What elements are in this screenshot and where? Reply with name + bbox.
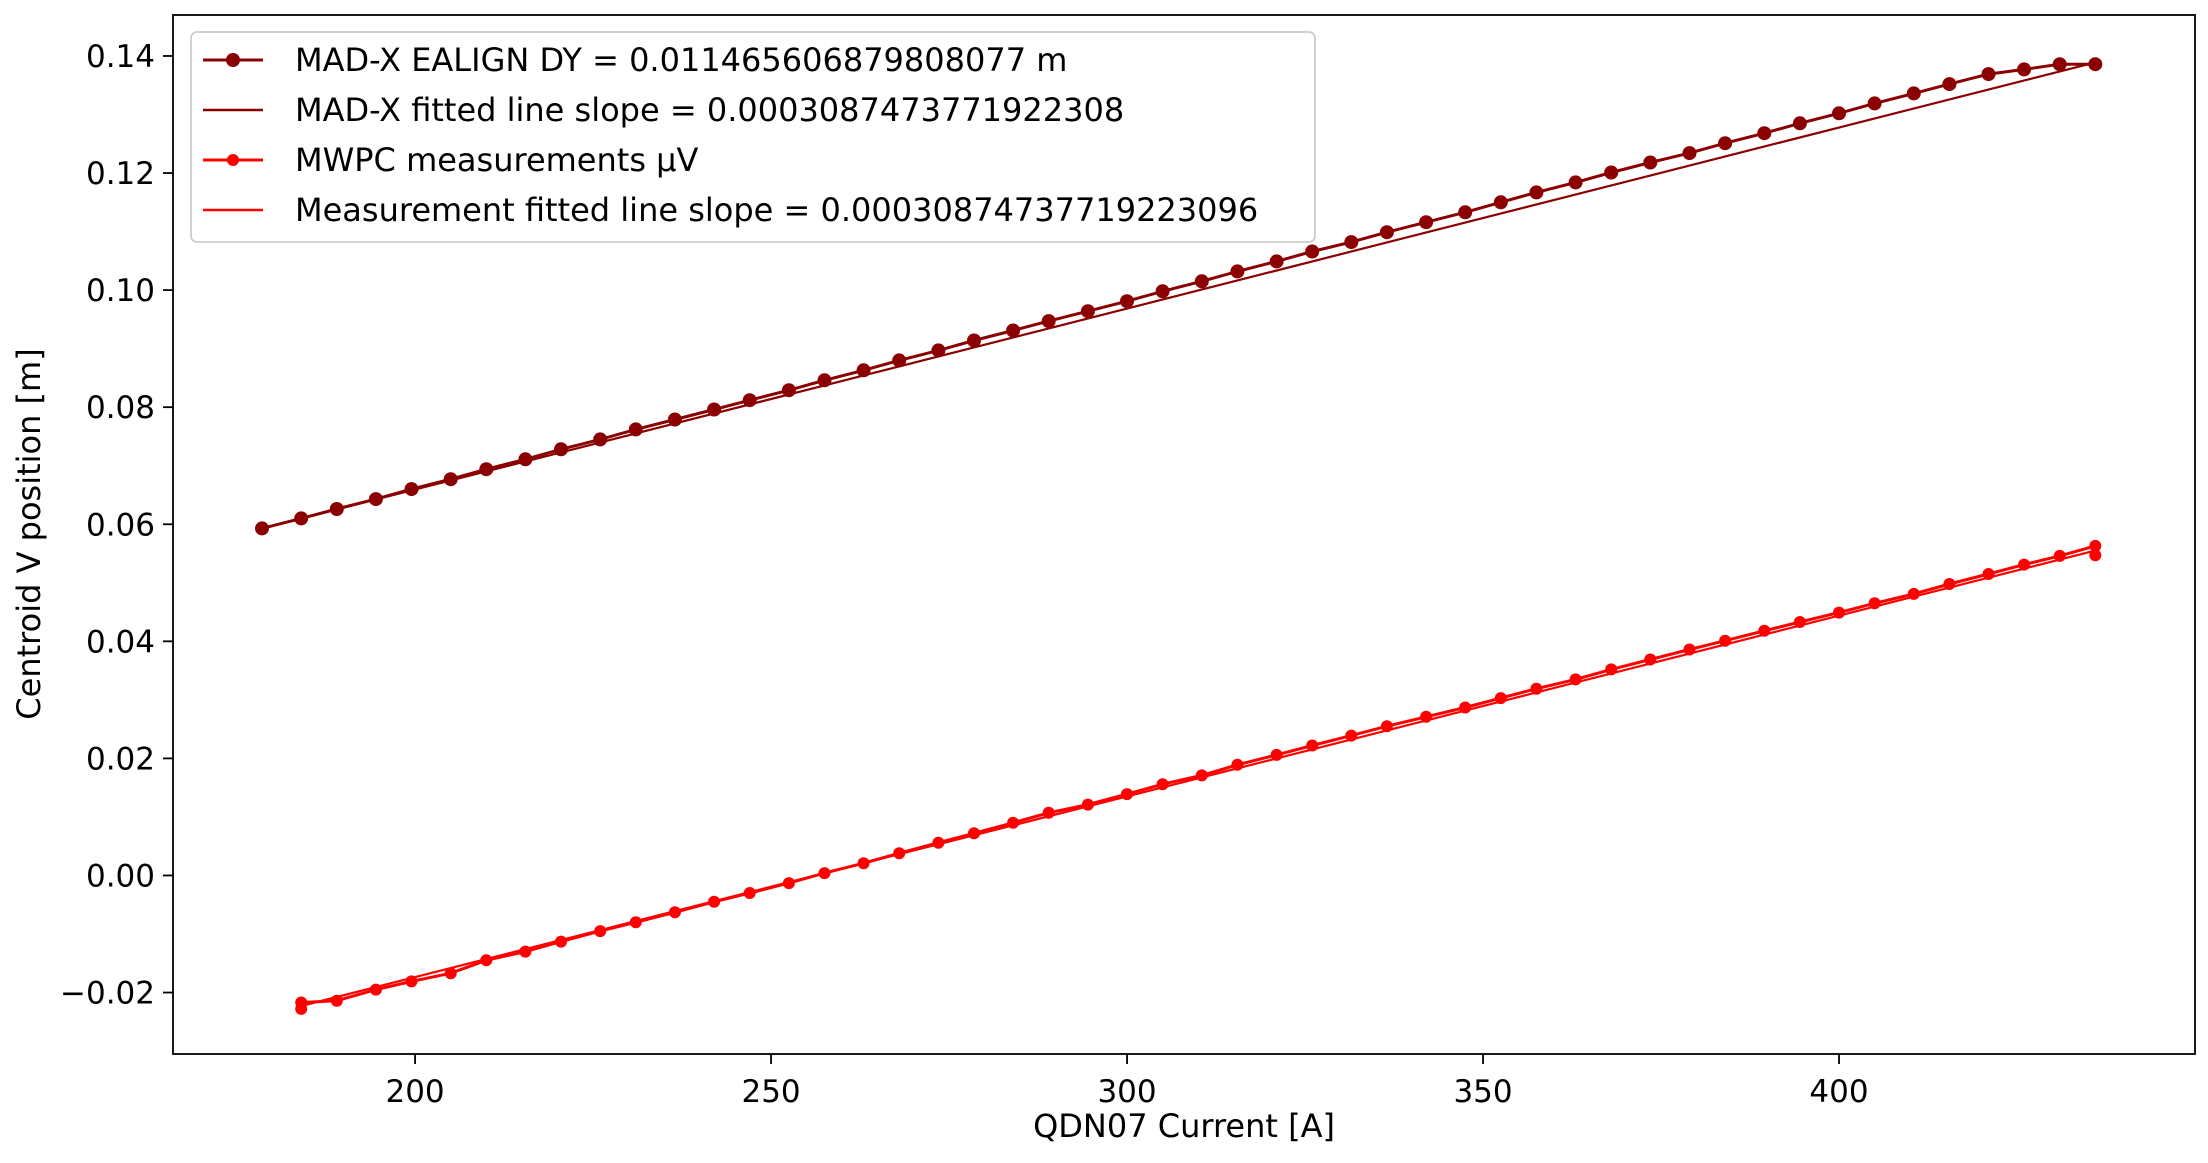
x-axis: 200 250 300 350 400	[385, 1054, 1869, 1110]
series-0-point	[1194, 274, 1209, 289]
series-0-point	[1458, 205, 1473, 220]
legend-item-3: Measurement fitted line slope = 0.000308…	[203, 191, 1258, 229]
series-3	[300, 549, 2096, 1008]
series-0-point	[1643, 155, 1658, 170]
legend-frame	[190, 31, 1316, 243]
y-tick-label: 0.14	[86, 39, 155, 75]
series-0	[255, 57, 2103, 536]
series-0-point	[1718, 136, 1733, 151]
y-tick-label: −0.02	[60, 976, 155, 1012]
series-0-point	[2017, 62, 2032, 77]
y-axis: −0.02 0.00 0.02 0.04 0.06 0.08 0.10 0.12 0.14	[60, 39, 173, 1012]
series-0-point	[1792, 116, 1807, 131]
series-0-point	[404, 482, 419, 497]
y-tick-label: 0.10	[86, 273, 155, 309]
y-tick-label: 0.00	[86, 858, 155, 894]
series-0-point	[1305, 244, 1320, 259]
series-layer	[255, 57, 2103, 1015]
y-tick-label: 0.02	[86, 741, 155, 777]
x-tick-label: 200	[385, 1074, 444, 1110]
legend-swatch-marker	[227, 154, 239, 166]
legend-label: Measurement fitted line slope = 0.000308…	[295, 191, 1258, 229]
series-0-point	[967, 333, 981, 348]
series-0-point	[1379, 225, 1394, 240]
y-tick-label: 0.06	[86, 507, 155, 543]
series-0-point	[1604, 165, 1619, 180]
series-2-point	[2089, 539, 2102, 552]
series-2-point	[295, 996, 308, 1009]
x-tick-label: 250	[741, 1074, 800, 1110]
series-0-point	[1529, 185, 1544, 200]
series-3-line	[300, 549, 2096, 1008]
plot-area-frame	[172, 14, 2196, 1055]
series-0-point	[443, 472, 458, 487]
legend-item-2: MWPC measurements μV	[203, 141, 699, 179]
x-tick-label: 400	[1809, 1074, 1868, 1110]
series-0-point	[1867, 96, 1882, 111]
x-axis-label: QDN07 Current [A]	[1033, 1107, 1335, 1145]
series-0-point	[1757, 126, 1772, 141]
y-axis-label: Centroid V position [m]	[10, 348, 48, 719]
y-tick-label: 0.12	[86, 156, 155, 192]
y-tick-label: 0.04	[86, 624, 155, 660]
series-0-point	[1832, 106, 1846, 121]
series-0-point	[1120, 294, 1134, 309]
series-0-point	[931, 343, 946, 358]
legend-label: MWPC measurements μV	[295, 141, 699, 179]
series-0-point	[1493, 195, 1508, 210]
y-tick-label: 0.08	[86, 390, 155, 426]
series-0-point	[1344, 235, 1359, 250]
legend-item-1: MAD-X fitted line slope = 0.000308747377…	[203, 91, 1124, 129]
legend: MAD-X EALIGN DY = 0.011465606879808077 m…	[190, 31, 1316, 243]
series-0-point	[892, 353, 907, 368]
series-0-point	[1041, 314, 1056, 329]
series-0-point	[1155, 284, 1170, 299]
series-1-line	[261, 61, 2096, 530]
series-0-point	[1981, 67, 1996, 82]
x-tick-label: 350	[1453, 1074, 1512, 1110]
series-0-point	[1230, 264, 1245, 279]
series-0-point	[1419, 215, 1434, 230]
legend-label: MAD-X fitted line slope = 0.000308747377…	[295, 91, 1124, 129]
series-0-point	[1568, 175, 1583, 190]
legend-swatch-marker	[226, 53, 240, 67]
series-0-point	[2052, 57, 2067, 72]
legend-label: MAD-X EALIGN DY = 0.011465606879808077 m	[295, 41, 1067, 79]
series-1	[261, 61, 2096, 530]
series-0-point	[2088, 57, 2103, 72]
legend-item-0: MAD-X EALIGN DY = 0.011465606879808077 m	[203, 41, 1067, 79]
series-0-point	[1682, 146, 1697, 161]
series-0-point	[1942, 77, 1957, 92]
x-tick-label: 300	[1097, 1074, 1156, 1110]
series-2-point	[444, 967, 457, 980]
series-0-point	[1269, 254, 1284, 269]
series-0-point	[1006, 323, 1021, 338]
series-0-point	[1906, 86, 1921, 101]
series-0-point	[1080, 304, 1095, 319]
